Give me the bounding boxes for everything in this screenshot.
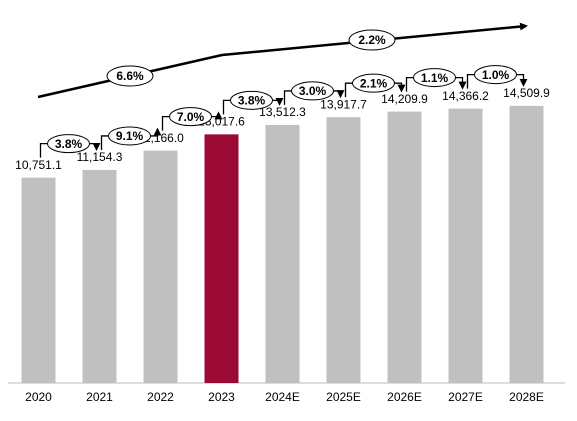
- growth-oval: [230, 90, 273, 110]
- growth-oval: [108, 126, 151, 146]
- x-tick-label: 2024E: [265, 390, 300, 404]
- growth-oval: [291, 81, 334, 101]
- cagr-label: 2.2%: [358, 33, 386, 47]
- bar: [265, 124, 300, 383]
- bar: [82, 169, 117, 383]
- x-tick-label: 2025E: [326, 390, 361, 404]
- x-tick-label: 2022: [147, 390, 174, 404]
- x-tick-label: 2027E: [448, 390, 483, 404]
- cagr-oval: [348, 29, 396, 51]
- bar: [204, 134, 239, 383]
- bar: [21, 177, 56, 383]
- growth-label: 3.0%: [299, 84, 327, 98]
- growth-oval: [169, 107, 212, 127]
- value-label: 10,751.1: [15, 158, 62, 172]
- x-tick-label: 2020: [25, 390, 52, 404]
- cagr-label: 6.6%: [116, 69, 144, 83]
- value-label: 13,512.3: [259, 105, 306, 119]
- bar: [448, 108, 483, 383]
- x-tick-label: 2028E: [509, 390, 544, 404]
- value-label: 14,209.9: [381, 92, 428, 106]
- value-label: 11,154.3: [77, 150, 123, 164]
- x-tick-label: 2021: [86, 390, 113, 404]
- x-tick-label: 2023: [208, 390, 235, 404]
- growth-oval: [413, 68, 456, 88]
- growth-label: 7.0%: [177, 110, 205, 124]
- bar: [509, 105, 544, 384]
- bar: [143, 150, 178, 383]
- value-label: 14,509.9: [503, 86, 550, 100]
- value-label: 14,366.2: [442, 89, 489, 103]
- value-label: 13,917.7: [320, 97, 367, 111]
- bar: [387, 111, 422, 383]
- growth-label: 3.8%: [55, 137, 83, 151]
- growth-label: 3.8%: [238, 94, 266, 108]
- growth-label: 1.1%: [421, 71, 449, 85]
- growth-label: 9.1%: [116, 129, 144, 143]
- growth-oval: [47, 134, 90, 154]
- bar: [326, 117, 361, 383]
- growth-oval: [474, 65, 517, 85]
- growth-label: 1.0%: [482, 68, 510, 82]
- x-tick-label: 2026E: [387, 390, 422, 404]
- cagr-oval: [106, 65, 154, 87]
- growth-oval: [352, 73, 395, 93]
- growth-label: 2.1%: [360, 76, 388, 90]
